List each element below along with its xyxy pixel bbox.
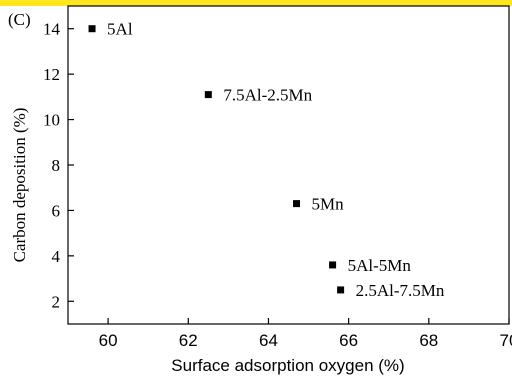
x-axis-ticks: 60 62 64 66 68 70 [99,318,512,350]
scatter-point [329,261,337,269]
y-axis-label: Carbon deposition (%) [10,108,29,263]
plot-frame [67,5,510,325]
y-axis-ticks: 2 4 6 8 10 12 14 [43,20,74,311]
point-label: 5Al [107,20,133,39]
x-tick-label: 60 [99,331,118,350]
x-tick-label: 68 [419,331,438,350]
y-tick-label: 2 [52,292,61,311]
point-label: 2.5Al-7.5Mn [356,281,445,300]
point-label: 7.5Al-2.5Mn [223,86,312,105]
y-tick-label: 8 [52,156,61,175]
point-label: 5Al-5Mn [348,256,412,275]
y-tick-label: 6 [52,201,61,220]
y-tick-label: 14 [43,20,61,39]
x-tick-label: 64 [259,331,278,350]
x-tick-label: 62 [179,331,198,350]
panel-label: (C) [8,10,31,29]
scatter-point [293,200,301,208]
scatter-point [88,25,96,33]
scatter-point [204,91,212,99]
y-tick-label: 4 [52,247,61,266]
point-label: 5Mn [312,195,345,214]
data-points [88,25,345,294]
x-tick-label: 66 [339,331,358,350]
y-tick-label: 12 [43,65,60,84]
top-color-band [0,0,512,6]
data-point-labels: 5Al 7.5Al-2.5Mn 5Mn 5Al-5Mn 2.5Al-7.5Mn [107,20,445,300]
x-tick-label: 70 [500,331,512,350]
y-tick-label: 10 [43,111,60,130]
scatter-point [337,286,345,294]
x-axis-label: Surface adsorption oxygen (%) [171,356,404,375]
